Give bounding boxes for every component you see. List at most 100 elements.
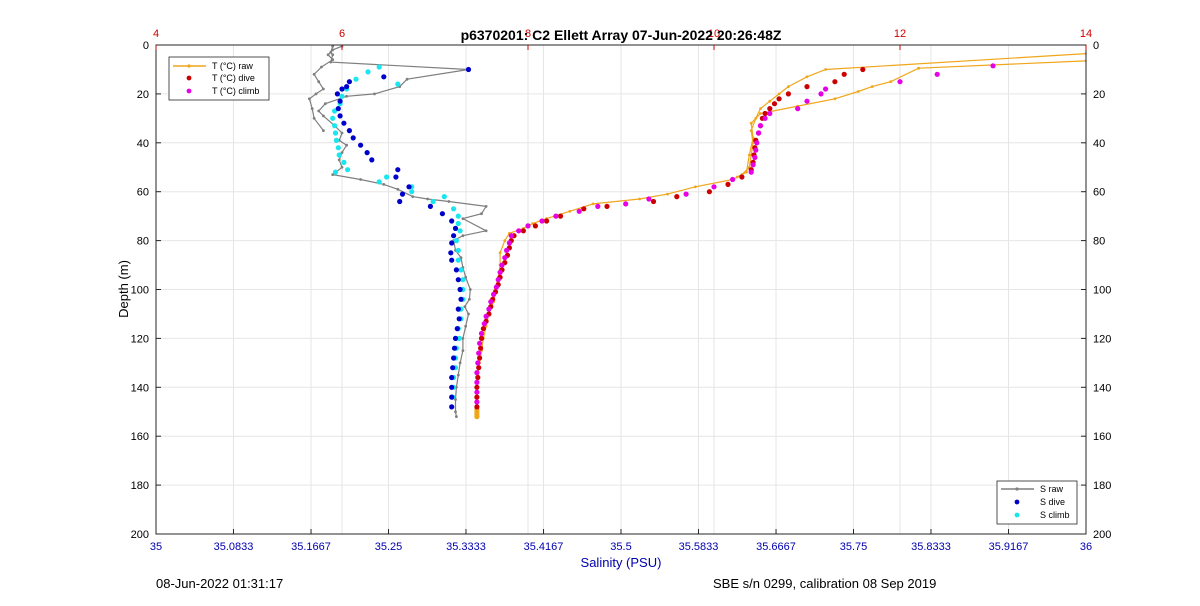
t-dive-point xyxy=(762,110,768,117)
s-raw-branch-line-point xyxy=(322,87,325,91)
t-climb-point xyxy=(711,184,717,190)
t-dive-point xyxy=(544,218,550,224)
s-dive-point xyxy=(344,84,350,90)
s-raw-branch-line-point xyxy=(317,80,321,84)
x2-tick-label: 8 xyxy=(525,28,531,40)
t-climb-point xyxy=(795,106,801,112)
s-raw-line-point xyxy=(463,305,467,308)
legend-entry-t-climb: T (°C) climb xyxy=(212,86,259,96)
s-raw-line-point xyxy=(405,77,409,81)
ticks: 35 35.0833 35.1667 35.25 35.3333 35.4167 35.5 3… xyxy=(131,28,1112,553)
s-raw-line-point xyxy=(484,229,488,233)
t-climb-point xyxy=(756,130,762,136)
s-dive-point xyxy=(450,365,456,371)
t-climb-point xyxy=(897,79,903,85)
s-dive-point xyxy=(397,198,403,205)
s-raw-line-point xyxy=(340,131,344,135)
t-raw-line-point xyxy=(638,197,641,201)
y-tick-label: 200 xyxy=(131,529,149,541)
s-climb-point xyxy=(384,174,390,180)
s-raw-line-point xyxy=(322,114,325,118)
t-climb-point xyxy=(595,203,601,209)
s-raw-branch-line-point xyxy=(312,72,316,76)
s-dive-point xyxy=(455,277,461,283)
t-climb-point xyxy=(504,247,510,253)
t-dive-point xyxy=(674,194,680,200)
s-dive-point xyxy=(350,135,356,141)
s-raw-branch-line-point xyxy=(322,129,325,133)
x-tick-label: 35.5833 xyxy=(679,541,719,553)
s-climb-point xyxy=(345,167,351,173)
s-dive-point xyxy=(427,203,433,209)
t-raw-line-point xyxy=(666,192,669,196)
s-raw-line-point xyxy=(345,94,348,98)
s-climb-point xyxy=(341,159,347,165)
s-raw-line-point xyxy=(454,398,457,401)
s-dive-point xyxy=(339,86,345,92)
x2-tick-label: 12 xyxy=(894,28,906,40)
t-raw-line-point xyxy=(777,92,781,96)
t-climb-point xyxy=(752,154,758,161)
s-raw-line-point xyxy=(467,312,470,316)
t-climb-point xyxy=(491,291,497,297)
s-raw-line-point xyxy=(468,288,472,291)
s-raw-line-point xyxy=(323,102,327,106)
s-dive-point xyxy=(457,286,463,293)
s-dive-point xyxy=(465,66,472,73)
y-tick-label-right: 160 xyxy=(1093,431,1111,443)
s-raw-line-point xyxy=(454,410,457,414)
x-tick-label: 35.25 xyxy=(375,541,403,553)
t-raw-line-point xyxy=(768,99,772,103)
t-climb-point xyxy=(495,277,501,283)
t-raw-line-point xyxy=(568,209,572,213)
legend-entry-t-dive: T (°C) dive xyxy=(212,73,255,83)
t-dive-point xyxy=(480,326,486,332)
s-dive-point xyxy=(334,91,340,97)
s-raw-branch-line-point xyxy=(310,107,314,110)
s-dive-point xyxy=(448,250,454,256)
s-dive-point xyxy=(369,157,375,163)
t-dive-point xyxy=(475,374,481,381)
t-climb-point xyxy=(516,228,522,234)
t-raw-branch-line-point xyxy=(889,80,893,84)
t-raw-line-point xyxy=(498,251,502,255)
t-climb-point xyxy=(481,321,487,327)
t-climb-point xyxy=(762,115,768,121)
t-climb-point xyxy=(757,123,764,129)
y-tick-label-right: 180 xyxy=(1093,480,1111,492)
x-tick-label: 35.8333 xyxy=(911,541,951,553)
t-climb-point xyxy=(493,284,499,290)
t-raw-line-point xyxy=(759,107,762,110)
s-dive-point xyxy=(451,233,457,239)
s-raw-line-point xyxy=(331,53,335,57)
t-climb-point xyxy=(483,313,489,319)
s-raw-line-point xyxy=(468,297,471,301)
t-raw-branch-line-point xyxy=(735,175,739,179)
s-dive-point xyxy=(449,257,455,263)
t-climb-point xyxy=(646,196,652,202)
t-climb-point xyxy=(477,340,483,346)
t-climb-point xyxy=(754,140,760,146)
t-climb-point xyxy=(525,223,531,229)
s-dive-point xyxy=(399,191,406,197)
s-climb-point xyxy=(332,130,339,136)
t-climb-point xyxy=(804,98,810,104)
s-raw-line-point xyxy=(459,256,463,260)
s-dive-point xyxy=(358,142,364,148)
s-raw-line-point xyxy=(331,45,335,48)
y-tick-label-right: 0 xyxy=(1093,40,1099,52)
s-raw-line-point xyxy=(464,324,468,328)
s-dive-point xyxy=(449,404,455,410)
s-dive-point xyxy=(393,174,399,180)
t-climb-point xyxy=(497,269,503,275)
s-climb-point xyxy=(453,238,459,244)
y-tick-label: 40 xyxy=(137,138,149,150)
s-dive-point xyxy=(449,394,455,400)
t-dive-point xyxy=(604,203,610,209)
s-dive-point xyxy=(439,211,445,217)
t-dive-point xyxy=(771,101,778,107)
t-dive-point xyxy=(841,71,847,77)
s-dive-point xyxy=(449,218,455,224)
t-dive-point xyxy=(532,223,539,229)
s-dive-point xyxy=(449,374,455,381)
